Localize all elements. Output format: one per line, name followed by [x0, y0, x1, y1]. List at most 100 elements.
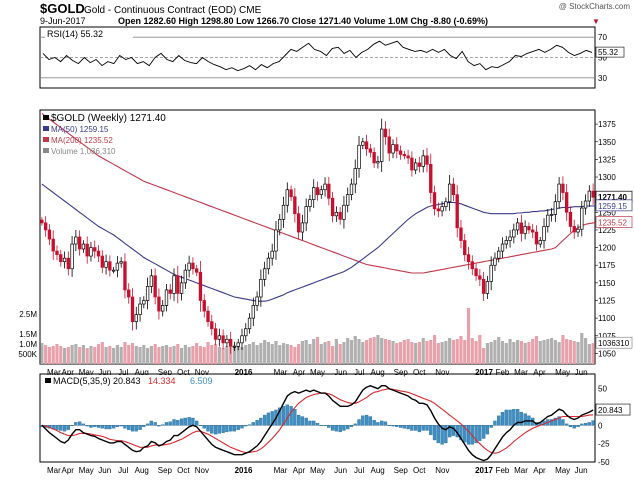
- macd-hist-bar: [580, 423, 584, 426]
- candle-body: [164, 289, 169, 306]
- symbol-title: $GOLD: [40, 1, 85, 16]
- volume-bar: [270, 344, 274, 364]
- macd-xlabel-Nov: Nov: [435, 466, 449, 475]
- macd-hist-bar: [523, 413, 527, 426]
- macd-hist-bar: [436, 425, 440, 444]
- candle-body: [440, 206, 444, 212]
- macd-xlabel-Mar: Mar: [47, 466, 61, 475]
- candle-body: [436, 208, 440, 212]
- volume-bar: [62, 348, 67, 364]
- candle-body: [278, 219, 282, 231]
- macd-hist-bar: [512, 409, 516, 426]
- volume-bar: [221, 348, 225, 364]
- candle-body: [346, 194, 350, 206]
- macd-xlabel-Aug: Aug: [371, 466, 385, 475]
- macd-hist-bar: [364, 414, 369, 426]
- macd-hist-bar: [293, 409, 297, 426]
- candle-body: [353, 168, 357, 185]
- macd-hist-bar: [296, 414, 301, 426]
- candle-body: [55, 250, 59, 255]
- volume-value-box: [595, 336, 633, 349]
- candle-body: [312, 187, 316, 200]
- macd-hist-bar: [247, 424, 252, 426]
- price-tick-1125: 1125: [598, 297, 616, 306]
- volume-value-label: 1036310: [598, 339, 630, 348]
- price-legend-swatch: [43, 126, 49, 131]
- candle-body: [391, 144, 395, 154]
- price-xlabel-Jun: Jun: [98, 368, 111, 377]
- volume-bar: [202, 347, 206, 364]
- candle-body: [546, 214, 550, 227]
- volume-bar: [130, 343, 135, 364]
- candle-body: [74, 236, 78, 245]
- volume-bar: [534, 336, 539, 364]
- candle-body: [327, 183, 331, 199]
- macd-hist-bar: [315, 422, 320, 426]
- candle-body: [549, 214, 554, 216]
- macd-hist-bar: [134, 425, 138, 432]
- macd-hist-bar: [444, 425, 448, 444]
- candle-body: [398, 150, 403, 155]
- macd-legend-hist: 6.509: [190, 376, 213, 386]
- volume-bar: [395, 343, 399, 364]
- macd-hist-bar: [361, 415, 365, 426]
- macd-hist-bar: [474, 425, 478, 444]
- price-xlabel-Apr: Apr: [293, 368, 306, 377]
- ma200-line: [41, 113, 597, 274]
- macd-hist-bar: [549, 419, 554, 426]
- candle-body: [583, 200, 588, 209]
- candle-body: [587, 190, 592, 202]
- volume-bar: [482, 348, 486, 364]
- volume-bar: [138, 347, 142, 364]
- macd-xlabel-Sep: Sep: [158, 466, 173, 475]
- rsi-tick-50: 50: [598, 54, 607, 63]
- volume-bar: [134, 346, 138, 364]
- price-legend-swatch: [43, 115, 49, 120]
- candle-body: [130, 296, 135, 323]
- volume-bar: [266, 342, 271, 364]
- candle-body: [512, 229, 516, 238]
- volume-bar: [232, 345, 237, 364]
- macd-hist-bar: [429, 425, 433, 436]
- candle-body: [534, 231, 539, 245]
- volume-bar: [119, 347, 123, 364]
- macd-hist-bar: [327, 425, 331, 428]
- macd-hist-bar: [285, 404, 289, 426]
- candle-body: [123, 261, 127, 291]
- volume-bar: [236, 346, 240, 364]
- price-xlabel-Mar: Mar: [514, 368, 528, 377]
- candle-body: [236, 342, 240, 347]
- candle-body: [478, 275, 482, 280]
- price-value-label: 1259.15: [598, 202, 627, 211]
- macd-hist-bar: [376, 422, 380, 426]
- volume-bar: [448, 338, 452, 364]
- macd-hist-bar: [561, 419, 565, 426]
- macd-hist-bar: [402, 425, 406, 429]
- candle-body: [266, 257, 271, 270]
- volume-bar: [168, 347, 172, 364]
- price-value-box: [595, 216, 633, 228]
- volume-bar: [259, 343, 263, 364]
- macd-xlabel-May: May: [555, 466, 570, 475]
- candle-body: [228, 338, 233, 347]
- volume-bar: [51, 346, 55, 364]
- volume-bar: [583, 338, 588, 364]
- macd-hist-bar: [383, 421, 388, 426]
- macd-xlabel-Apr: Apr: [62, 466, 75, 475]
- candle-body: [410, 157, 414, 171]
- macd-hist-bar: [346, 425, 350, 430]
- volume-bar: [100, 342, 104, 364]
- candle-body: [59, 254, 63, 263]
- macd-hist-bar: [108, 425, 112, 430]
- candle-body: [293, 196, 297, 215]
- candle-body: [466, 254, 471, 263]
- candle-body: [145, 286, 150, 301]
- volume-bar: [319, 344, 323, 364]
- volume-bar: [444, 341, 448, 364]
- volume-bar: [164, 345, 169, 364]
- volume-bar: [346, 338, 350, 364]
- macd-hist-bar: [74, 422, 78, 426]
- volume-bar: [308, 344, 312, 364]
- price-tick-1375: 1375: [598, 120, 616, 129]
- volume-bar: [376, 335, 380, 364]
